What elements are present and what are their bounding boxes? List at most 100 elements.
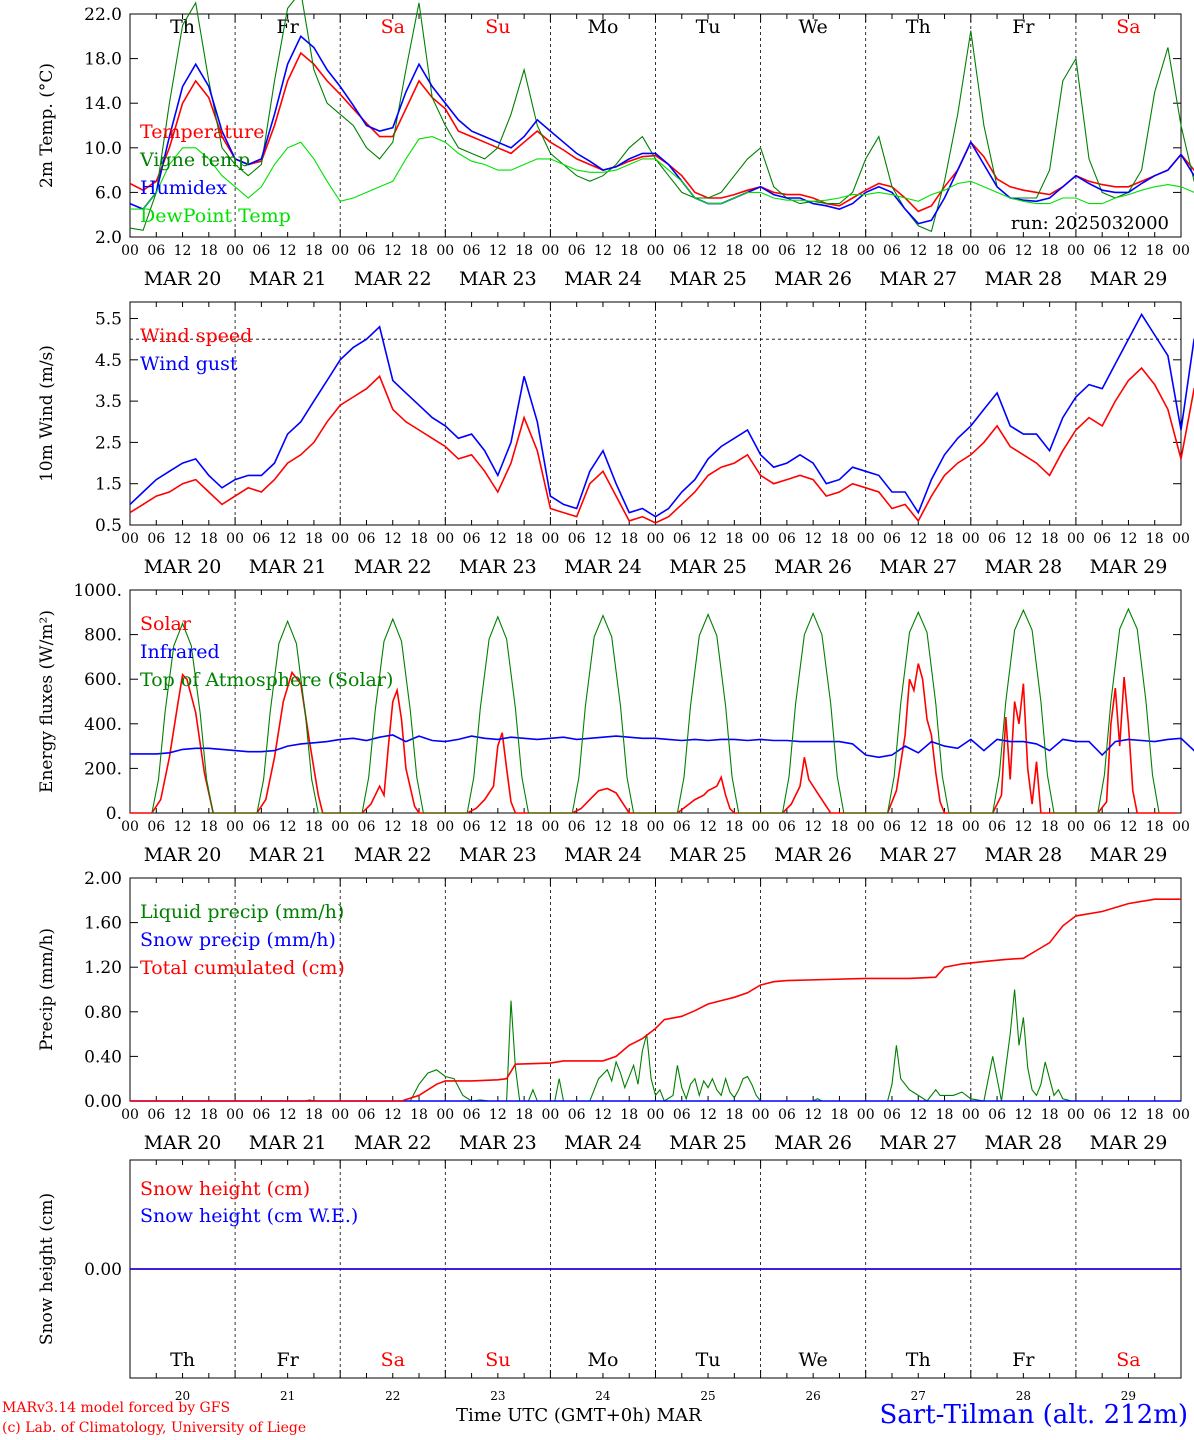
weekday-label: Th (906, 1349, 931, 1371)
hour-tick-label: 00 (647, 1107, 665, 1123)
weekday-label: Su (485, 16, 510, 38)
hour-tick-label: 12 (909, 531, 927, 547)
hour-tick-label: 06 (1093, 1107, 1111, 1123)
legend-entry: Total cumulated (cm) (140, 957, 345, 979)
hour-tick-label: 06 (883, 531, 901, 547)
y-tick-label: 1000. (73, 581, 122, 601)
hour-tick-label: 00 (962, 531, 980, 547)
hour-tick-label: 06 (252, 531, 270, 547)
hour-tick-label: 12 (804, 819, 822, 835)
hour-tick-label: 00 (436, 243, 454, 259)
date-label: MAR 24 (564, 844, 642, 866)
date-label: MAR 25 (669, 268, 747, 290)
station-title: Sart-Tilman (alt. 212m) (879, 1400, 1188, 1430)
series-line (130, 136, 1194, 210)
weekday-label: We (799, 1349, 828, 1371)
hour-tick-label: 06 (358, 1107, 376, 1123)
day-number-label: 26 (806, 1389, 821, 1403)
hour-tick-label: 06 (568, 243, 586, 259)
hour-tick-label: 06 (252, 243, 270, 259)
date-label: MAR 21 (249, 268, 327, 290)
y-tick-label: 2.5 (95, 433, 122, 453)
hour-tick-label: 00 (541, 243, 559, 259)
hour-tick-label: 06 (463, 243, 481, 259)
hour-tick-label: 18 (620, 531, 638, 547)
hour-tick-label: 00 (962, 1107, 980, 1123)
series-line (129, 366, 1194, 524)
hour-tick-label: 06 (568, 1107, 586, 1123)
run-annotation: run: 2025032000 (1011, 213, 1169, 234)
date-label: MAR 23 (459, 268, 537, 290)
date-label: MAR 26 (774, 268, 852, 290)
y-tick-label: 600. (84, 670, 122, 690)
hour-tick-label: 00 (121, 531, 139, 547)
hour-tick-label: 06 (358, 243, 376, 259)
hour-tick-label: 06 (673, 531, 691, 547)
hour-tick-label: 18 (1146, 243, 1164, 259)
hour-tick-label: 00 (1067, 1107, 1085, 1123)
date-label: MAR 25 (669, 556, 747, 578)
hour-tick-label: 00 (857, 243, 875, 259)
date-label: MAR 28 (984, 556, 1062, 578)
weekday-label: Th (906, 16, 931, 38)
hour-tick-label: 00 (436, 819, 454, 835)
legend-entry: Snow height (cm) (140, 1178, 310, 1200)
hour-tick-label: 00 (541, 1107, 559, 1123)
weekday-label: Fr (277, 1349, 300, 1371)
date-label: MAR 22 (354, 556, 432, 578)
date-label: MAR 27 (879, 844, 957, 866)
series-line (130, 663, 1177, 814)
hour-tick-label: 06 (147, 243, 165, 259)
hour-tick-label: 00 (541, 531, 559, 547)
hour-tick-label: 12 (1014, 819, 1032, 835)
hour-tick-label: 12 (1120, 1107, 1138, 1123)
date-label: MAR 29 (1090, 556, 1168, 578)
hour-tick-label: 12 (489, 1107, 507, 1123)
hour-tick-label: 12 (1120, 243, 1138, 259)
date-label: MAR 27 (879, 1132, 957, 1154)
y-tick-label: 18.0 (84, 50, 122, 70)
hour-tick-label: 00 (962, 819, 980, 835)
y-tick-label: 0.00 (84, 1260, 122, 1280)
legend-entry: Top of Atmosphere (Solar) (140, 669, 393, 691)
y-tick-label: 0.40 (84, 1047, 122, 1067)
y-axis-label: Precip (mm/h) (37, 928, 57, 1051)
hour-tick-label: 18 (1041, 1107, 1059, 1123)
hour-tick-label: 00 (752, 1107, 770, 1123)
x-axis-label: Time UTC (GMT+0h) (456, 1405, 651, 1426)
hour-tick-label: 06 (988, 531, 1006, 547)
y-axis-label: 2m Temp. (°C) (37, 63, 57, 188)
hour-tick-label: 06 (988, 1107, 1006, 1123)
y-axis-label: 10m Wind (m/s) (37, 345, 57, 482)
x-axis-title: Time UTC (GMT+0h) MAR (456, 1405, 702, 1426)
hour-tick-label: 12 (384, 531, 402, 547)
hour-tick-label: 06 (1093, 531, 1111, 547)
date-label: MAR 20 (144, 556, 222, 578)
hour-tick-label: 18 (515, 243, 533, 259)
hour-tick-label: 12 (804, 531, 822, 547)
day-number-label: 27 (911, 1389, 926, 1403)
hour-tick-label: 00 (647, 819, 665, 835)
hour-tick-label: 18 (200, 243, 218, 259)
series-line (129, 0, 1194, 233)
date-label: MAR 22 (354, 1132, 432, 1154)
hour-tick-label: 12 (1014, 531, 1032, 547)
hour-tick-label: 00 (1172, 819, 1190, 835)
y-tick-label: 200. (84, 759, 122, 779)
hour-tick-label: 00 (331, 531, 349, 547)
wind-panel: 0.5 1.5 2.5 3.5 4.5 5.5 10m Wind (m/s) 00 06 12 18… (37, 301, 1194, 578)
weekday-label: We (799, 16, 828, 38)
legend-entry: Snow precip (mm/h) (140, 929, 336, 951)
y-tick-label: 400. (84, 715, 122, 735)
hour-tick-label: 06 (673, 819, 691, 835)
hour-tick-label: 00 (647, 243, 665, 259)
hour-tick-label: 18 (936, 1107, 954, 1123)
legend-entry: Humidex (140, 177, 227, 199)
hour-tick-label: 06 (673, 243, 691, 259)
hour-tick-label: 06 (673, 1107, 691, 1123)
hour-tick-label: 00 (226, 531, 244, 547)
hour-tick-label: 18 (305, 243, 323, 259)
hour-tick-label: 06 (988, 819, 1006, 835)
lab-credit: (c) Lab. of Climatology, University of L… (2, 1420, 307, 1436)
